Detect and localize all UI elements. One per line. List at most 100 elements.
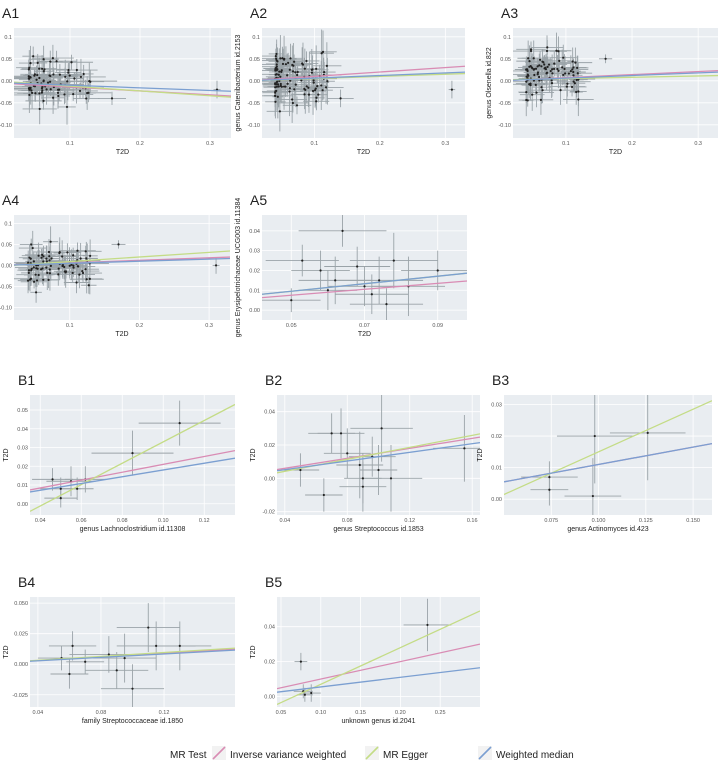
data-point xyxy=(49,264,52,267)
x-tick-label: 0.05 xyxy=(276,710,287,716)
data-point xyxy=(78,89,82,93)
data-point xyxy=(321,50,325,53)
data-point xyxy=(358,463,361,467)
y-tick-label: 0.02 xyxy=(17,464,28,470)
data-point xyxy=(275,85,278,88)
data-points xyxy=(281,395,480,512)
data-point xyxy=(42,278,45,281)
data-point xyxy=(324,86,328,89)
data-point xyxy=(294,71,297,74)
data-point xyxy=(42,70,45,73)
data-point xyxy=(572,74,575,77)
data-point xyxy=(49,80,52,83)
line-wmedian xyxy=(513,71,718,81)
data-point xyxy=(43,68,46,71)
data-point xyxy=(36,61,39,64)
data-point xyxy=(536,65,539,68)
x-axis-label: genus Lachnoclostridium id.11308 xyxy=(80,526,186,533)
panel-title: B5 xyxy=(265,574,282,590)
data-point xyxy=(564,72,567,75)
data-point xyxy=(529,49,533,53)
data-point xyxy=(38,92,41,95)
data-point xyxy=(68,672,71,676)
data-point xyxy=(68,74,71,77)
data-point xyxy=(450,88,454,91)
line-wmedian xyxy=(14,257,230,266)
data-point xyxy=(538,64,541,67)
data-point xyxy=(42,260,45,263)
data-point xyxy=(72,266,75,269)
data-point xyxy=(30,243,33,246)
line-wmedian xyxy=(14,82,231,92)
data-point xyxy=(574,61,577,64)
data-point xyxy=(293,88,296,91)
data-point xyxy=(526,69,529,73)
data-point xyxy=(41,253,44,256)
line-ivw xyxy=(30,449,235,491)
data-point xyxy=(557,69,560,72)
data-point xyxy=(303,87,306,90)
data-point xyxy=(315,100,318,103)
data-point xyxy=(307,86,310,89)
x-tick-label: 0.3 xyxy=(205,323,213,329)
data-point xyxy=(321,89,324,92)
data-point xyxy=(40,91,44,94)
x-tick-label: 0.04 xyxy=(33,710,44,716)
data-point xyxy=(604,57,607,60)
y-tick-label: -0.10 xyxy=(0,123,12,129)
data-point xyxy=(28,66,31,69)
y-tick-label: -0.10 xyxy=(247,123,260,129)
data-point xyxy=(570,85,574,89)
data-point xyxy=(274,94,277,97)
x-tick-label: 0.125 xyxy=(639,518,653,524)
y-tick-label: -0.10 xyxy=(498,123,511,129)
data-point xyxy=(299,468,302,472)
data-point xyxy=(572,80,575,83)
y-tick-label: 0.04 xyxy=(249,229,260,235)
y-tick-label: 0.00 xyxy=(249,308,260,314)
data-point xyxy=(334,279,337,282)
data-point xyxy=(51,56,54,60)
data-point xyxy=(51,478,54,481)
regression-lines xyxy=(513,69,718,81)
data-point xyxy=(303,67,306,70)
data-point xyxy=(277,73,280,76)
data-point xyxy=(287,61,290,64)
panel-a4: 0.10.20.30.10.050.00-0.05-0.10A4T2Dfamil… xyxy=(0,192,230,338)
data-point xyxy=(303,693,306,696)
data-point xyxy=(534,83,537,86)
data-point xyxy=(527,57,530,60)
data-point xyxy=(301,259,304,262)
data-point xyxy=(27,269,31,272)
data-point xyxy=(277,85,280,88)
data-point xyxy=(280,69,283,72)
data-point xyxy=(566,82,569,85)
x-tick-label: 0.1 xyxy=(66,141,74,147)
data-point xyxy=(361,477,364,480)
regression-lines xyxy=(277,433,480,474)
data-point xyxy=(540,65,543,68)
y-axis-label: T2D xyxy=(3,448,10,461)
line-ivw xyxy=(262,280,467,299)
data-point xyxy=(274,66,277,70)
y-tick-label: -0.05 xyxy=(0,101,12,107)
data-point xyxy=(49,74,52,78)
data-point xyxy=(282,58,286,61)
data-point xyxy=(562,73,565,77)
data-point xyxy=(32,280,36,283)
x-tick-label: 0.16 xyxy=(467,518,478,524)
data-point xyxy=(61,255,64,258)
data-point xyxy=(361,485,364,488)
data-point xyxy=(131,452,134,455)
x-tick-label: 0.1 xyxy=(562,141,570,147)
data-point xyxy=(576,72,579,75)
line-wmedian xyxy=(30,457,235,493)
data-point xyxy=(311,89,315,93)
data-point xyxy=(84,268,87,271)
data-point xyxy=(525,80,528,83)
data-point xyxy=(315,96,318,99)
y-tick-label: -0.10 xyxy=(0,305,12,311)
line-ivw xyxy=(262,65,465,81)
data-point xyxy=(28,87,32,90)
data-point xyxy=(147,626,150,629)
